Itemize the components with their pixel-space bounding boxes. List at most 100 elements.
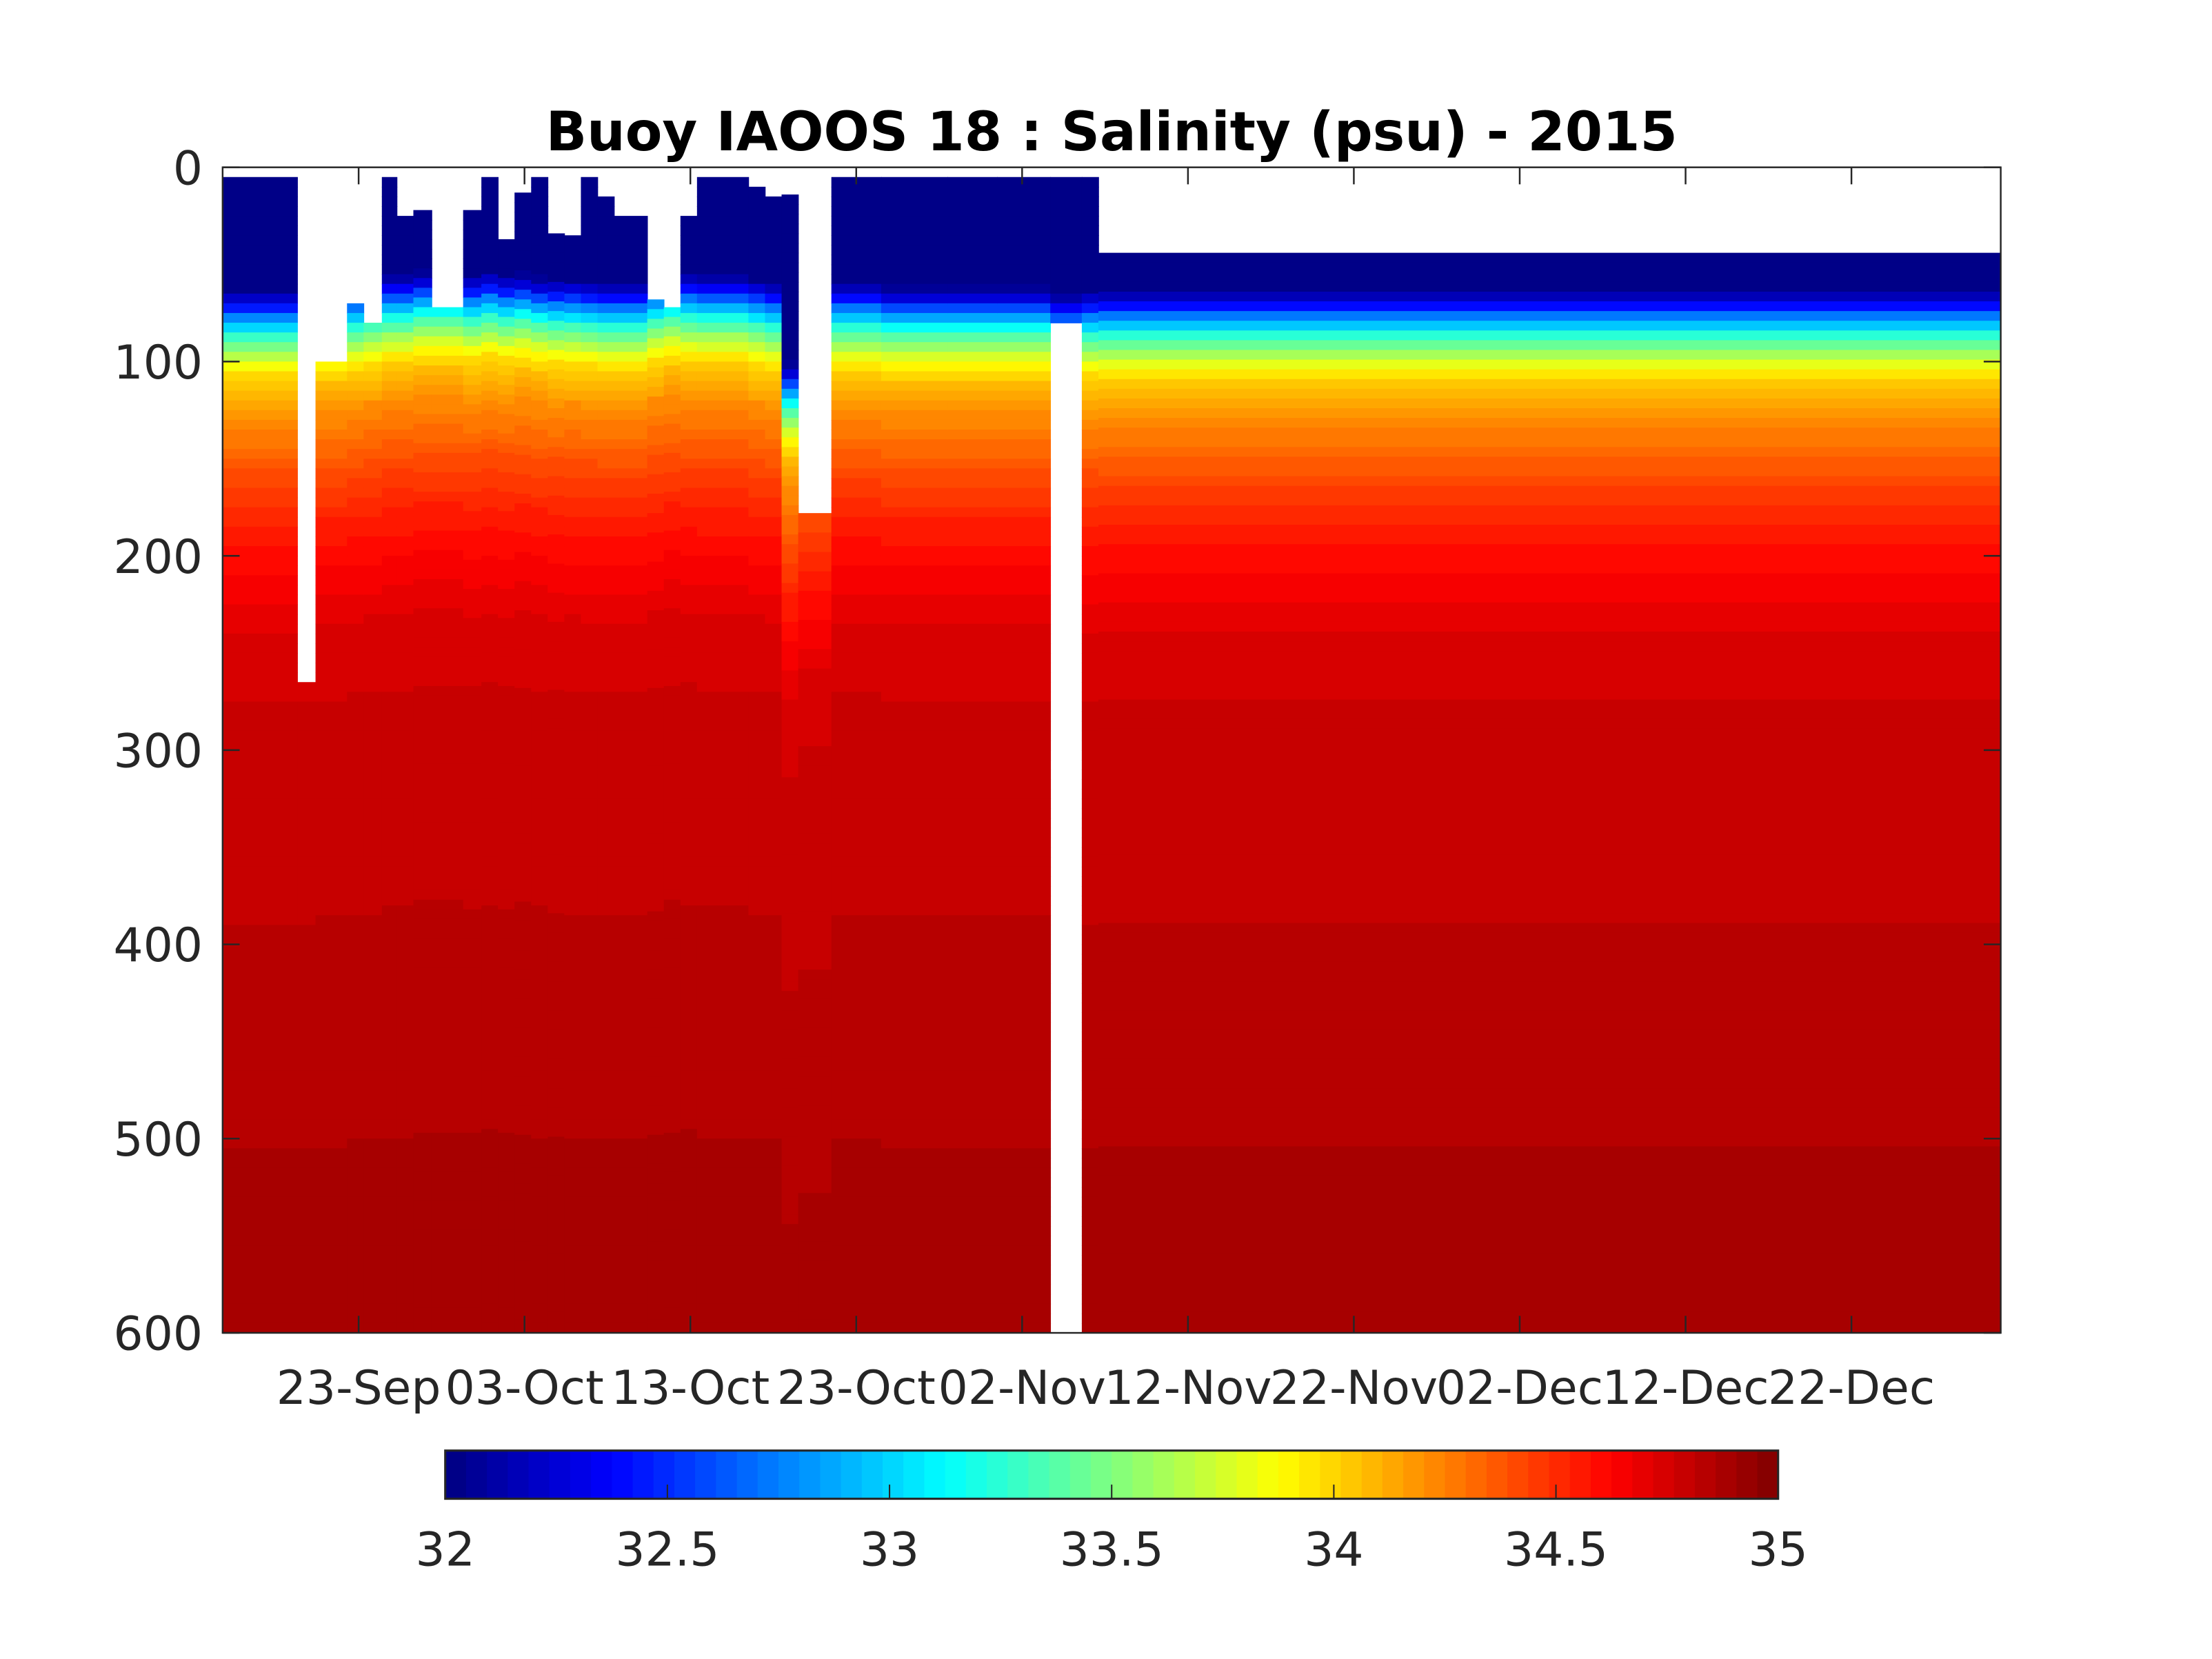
heatmap-cell (531, 1032, 549, 1043)
heatmap-cell (381, 1245, 398, 1256)
heatmap-cell (881, 1003, 948, 1013)
heatmap-cell (396, 770, 414, 780)
heatmap-cell (347, 866, 365, 877)
heatmap-cell (947, 225, 998, 237)
heatmap-cell (947, 1070, 998, 1081)
colorbar-swatch (1340, 1450, 1363, 1499)
heatmap-cell (564, 759, 582, 770)
heatmap-cell (315, 507, 348, 518)
heatmap-cell (831, 371, 882, 382)
heatmap-cell (564, 1323, 582, 1334)
heatmap-cell (997, 973, 1052, 984)
heatmap-cell (1081, 886, 1099, 896)
heatmap-cell (315, 925, 348, 936)
colorbar-swatch (487, 1450, 509, 1499)
heatmap-cell (581, 827, 599, 838)
heatmap-cell (347, 876, 365, 887)
heatmap-cell (347, 487, 365, 499)
heatmap-cell (514, 775, 532, 786)
heatmap-cell (765, 216, 783, 226)
heatmap-cell (997, 575, 1052, 586)
heatmap-cell (381, 973, 398, 984)
heatmap-cell (413, 278, 432, 289)
heatmap-cell (597, 614, 615, 625)
heatmap-cell (347, 1216, 365, 1227)
heatmap-cell (381, 692, 398, 703)
heatmap-cell (696, 1284, 750, 1295)
heatmap-cell (798, 1144, 832, 1155)
heatmap-cell (498, 443, 516, 454)
heatmap-cell (481, 390, 499, 401)
heatmap-cell (581, 1148, 599, 1159)
heatmap-cell (696, 556, 750, 567)
heatmap-cell (581, 352, 599, 363)
heatmap-cell (581, 1294, 599, 1305)
heatmap-cell (798, 1056, 832, 1067)
heatmap-cell (680, 934, 698, 945)
heatmap-cell (647, 474, 665, 485)
heatmap-cell (748, 759, 766, 770)
heatmap-cell (947, 633, 998, 644)
heatmap-cell (381, 459, 398, 470)
heatmap-cell (396, 682, 414, 693)
heatmap-cell (547, 1185, 565, 1196)
heatmap-cell (748, 905, 766, 916)
colorbar-swatch (528, 1450, 550, 1499)
heatmap-cell (748, 516, 766, 527)
heatmap-cell (481, 896, 499, 907)
heatmap-cell (531, 565, 549, 576)
heatmap-cell (997, 643, 1052, 654)
heatmap-cell (680, 818, 698, 829)
heatmap-cell (381, 575, 398, 586)
heatmap-cell (463, 918, 482, 929)
heatmap-cell (947, 963, 998, 974)
heatmap-cell (680, 352, 698, 363)
heatmap-cell (581, 487, 599, 499)
heatmap-cell (831, 478, 882, 489)
heatmap-cell (1098, 981, 2002, 992)
heatmap-cell (647, 1096, 665, 1107)
heatmap-cell (297, 740, 316, 751)
heatmap-cell (581, 565, 599, 576)
heatmap-cell (581, 381, 599, 392)
heatmap-cell (564, 323, 582, 333)
heatmap-cell (947, 459, 998, 470)
heatmap-cell (781, 641, 799, 652)
heatmap-cell (514, 483, 532, 494)
heatmap-cell (581, 1236, 599, 1247)
heatmap-cell (431, 482, 464, 492)
colorbar-swatch (1736, 1450, 1758, 1499)
heatmap-cell (514, 542, 532, 553)
heatmap-cell (222, 663, 298, 673)
heatmap-cell (396, 856, 414, 867)
heatmap-cell (1081, 507, 1099, 518)
heatmap-cell (222, 798, 298, 810)
heatmap-cell (1081, 1245, 1099, 1256)
heatmap-cell (614, 1129, 648, 1140)
heatmap-cell (498, 627, 516, 639)
heatmap-cell (564, 934, 582, 945)
heatmap-cell (1081, 312, 1099, 323)
heatmap-cell (531, 1236, 549, 1247)
heatmap-cell (381, 983, 398, 994)
heatmap-cell (1098, 1301, 2002, 1312)
heatmap-cell (696, 1245, 750, 1256)
heatmap-cell (315, 837, 348, 848)
heatmap-cell (1081, 672, 1099, 683)
heatmap-cell (463, 705, 482, 716)
heatmap-cell (413, 1200, 432, 1211)
heatmap-cell (696, 896, 750, 907)
heatmap-cell (1081, 1167, 1099, 1178)
heatmap-cell (564, 1226, 582, 1236)
heatmap-cell (748, 352, 766, 363)
heatmap-cell (781, 758, 799, 769)
heatmap-cell (765, 818, 783, 829)
heatmap-cell (481, 594, 499, 605)
heatmap-cell (680, 468, 698, 479)
heatmap-cell (663, 1103, 681, 1114)
heatmap-cell (413, 627, 432, 639)
heatmap-cell (1081, 400, 1099, 411)
heatmap-cell (547, 728, 565, 739)
heatmap-cell (363, 1236, 383, 1247)
heatmap-cell (315, 1274, 348, 1285)
